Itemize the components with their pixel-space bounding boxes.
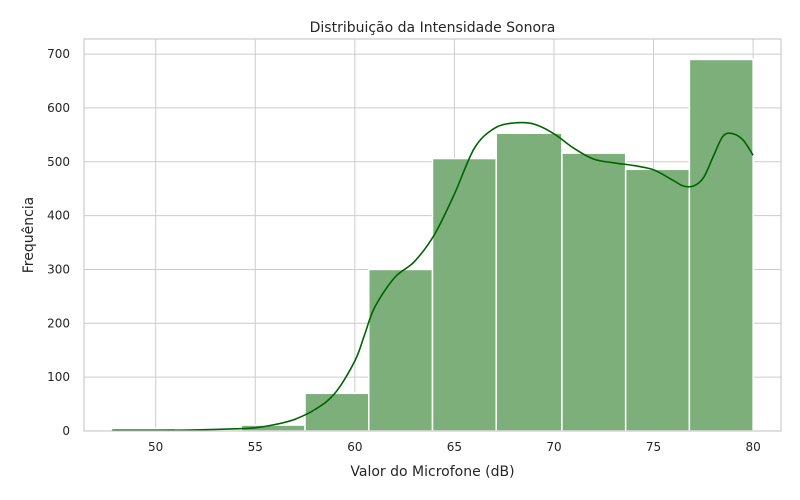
histogram-bar [688, 58, 754, 432]
y-axis-label: Frequência [21, 197, 37, 274]
y-tick-label: 600 [47, 101, 70, 115]
histogram-bar [304, 392, 370, 432]
y-tick-label: 0 [62, 424, 70, 438]
histogram-bar [624, 168, 691, 432]
x-tick-label: 65 [447, 440, 462, 454]
histogram-bar [495, 132, 563, 432]
y-tick-label: 300 [47, 262, 70, 276]
y-tick-label: 500 [47, 155, 70, 169]
y-tick-label: 200 [47, 316, 70, 330]
histogram-bars [111, 58, 754, 432]
histogram-bar [561, 152, 627, 432]
histogram-bar [368, 268, 434, 432]
plot-frame [83, 38, 782, 432]
y-tick-labels: 0 100 200 300 400 500 600 700 [47, 47, 70, 438]
y-tick-label: 400 [47, 209, 70, 223]
kde-curve [111, 121, 754, 432]
y-tick-label: 100 [47, 370, 70, 384]
x-tick-label: 50 [148, 440, 163, 454]
histogram-bar [431, 157, 497, 432]
chart-title: Distribuição da Intensidade Sonora [310, 20, 556, 36]
x-tick-label: 60 [347, 440, 362, 454]
x-tick-label: 75 [646, 440, 661, 454]
x-tick-labels: 50 55 60 65 70 75 80 [148, 440, 761, 454]
x-tick-label: 80 [745, 440, 760, 454]
x-tick-label: 55 [248, 440, 263, 454]
x-tick-label: 70 [546, 440, 561, 454]
x-axis-label: Valor do Microfone (dB) [350, 464, 514, 480]
y-tick-label: 700 [47, 47, 70, 61]
